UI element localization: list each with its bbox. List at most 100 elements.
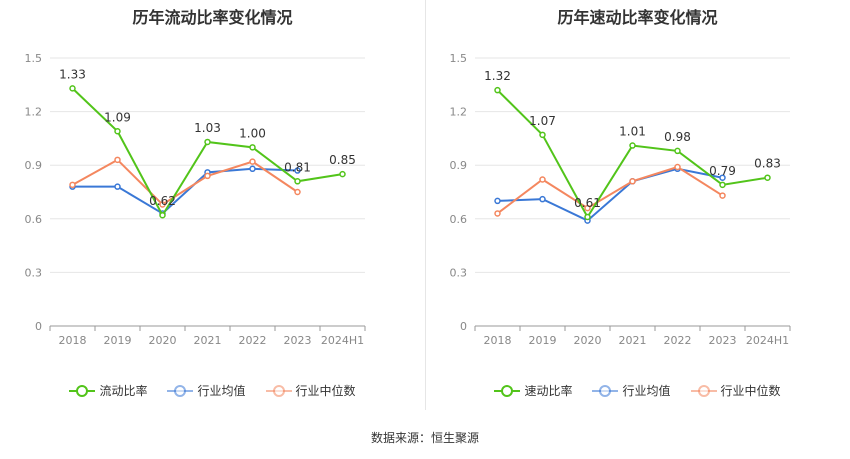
x-tick-label: 2018 [59,334,87,347]
x-tick-label: 2020 [574,334,602,347]
y-tick-label: 0.9 [450,159,468,172]
data-point [114,128,121,135]
y-tick-label: 0.6 [25,213,43,226]
legend-item[interactable]: 行业均值 [167,382,246,399]
data-label: 1.09 [104,110,131,124]
current-ratio-panel: 历年流动比率变化情况 0 0.3 0.6 0.9 1.2 1.5 2018 2019 2020 2… [0,0,425,420]
data-label: 0.62 [149,194,176,208]
data-point [584,213,591,221]
legend-swatch-marker [174,384,187,397]
current-ratio-chart: 0 0.3 0.6 0.9 1.2 1.5 2018 2019 2020 2021 2022 2023… [25,52,366,347]
data-point [584,204,591,212]
legend-item[interactable]: 流动比率 [69,382,147,399]
data-point [249,144,256,151]
legend-swatch-icon [592,384,619,397]
data-point [539,195,546,203]
series-line [496,165,724,215]
x-tick-label: 2019 [104,334,132,347]
chart-legend: 速动比率 行业均值 行业中位数 [425,382,850,399]
data-point [719,192,726,199]
data-point [339,170,346,178]
data-label: 0.81 [284,160,311,174]
legend-swatch-marker [697,384,710,397]
x-tick-label: 2023 [709,334,737,347]
legend-label: 行业均值 [622,384,671,398]
quick-ratio-chart: 0 0.3 0.6 0.9 1.2 1.5 2018 2019 2020 2021 2022 2023… [450,52,791,347]
y-tick-label: 1.5 [450,52,468,65]
legend-swatch-icon [265,384,292,397]
x-tick-label: 2021 [619,334,647,347]
series-line [71,87,343,218]
legend-item[interactable]: 速动比率 [494,382,572,399]
legend-item[interactable]: 行业中位数 [690,382,781,399]
data-point [719,174,726,181]
legend-swatch-icon [167,384,194,397]
x-tick-label: 2021 [194,334,222,347]
legend-label: 速动比率 [524,384,573,398]
legend-swatch-marker [501,384,514,397]
data-source-note: 数据来源：恒生聚源 [370,431,479,445]
data-label: 0.98 [664,130,691,144]
series-line [496,89,768,219]
data-point [114,156,121,164]
legend-label: 行业中位数 [295,384,356,398]
data-label: 1.07 [529,114,556,128]
x-tick-label: 2022 [664,334,692,347]
data-label: 1.33 [59,67,86,81]
x-tick-label: 2024H1 [746,334,789,347]
data-point [204,172,211,180]
series-line [72,167,298,215]
x-tick-label: 2019 [529,334,557,347]
series-line [497,167,723,222]
data-label: 1.03 [194,121,221,135]
data-label: 1.32 [484,69,511,83]
data-point [494,197,501,205]
panel-divider [425,0,426,410]
data-point [764,174,771,181]
data-point [629,142,636,149]
legend-label: 流动比率 [99,384,148,398]
data-label: 0.85 [329,153,356,167]
x-tick-label: 2018 [484,334,512,347]
data-point [719,181,726,189]
x-tick-label: 2023 [284,334,312,347]
legend-swatch-marker [76,384,89,397]
data-point [249,158,256,165]
data-point [674,147,681,155]
y-tick-label: 0 [460,320,467,333]
data-point [674,163,681,171]
data-point [494,210,501,217]
y-tick-label: 0.9 [25,159,43,172]
data-label: 1.01 [619,125,646,139]
legend-swatch-marker [272,384,285,397]
data-label: 0.83 [754,157,781,171]
data-point [494,86,501,94]
data-point [204,138,211,146]
data-point [69,85,76,92]
data-point [294,178,301,185]
data-point [294,167,301,174]
y-tick-label: 0.3 [450,266,468,279]
chart-legend: 流动比率 行业均值 行业中位数 [0,382,425,399]
y-tick-label: 1.5 [25,52,43,65]
quick-ratio-panel: 历年速动比率变化情况 0 0.3 0.6 0.9 1.2 1.5 2018 2019 2020 2… [425,0,850,420]
legend-swatch-icon [69,384,96,397]
x-tick-label: 2020 [149,334,177,347]
legend-item[interactable]: 行业均值 [592,382,671,399]
legend-swatch-marker [599,384,612,397]
data-label: 0.79 [709,164,736,178]
data-label: 0.61 [574,196,601,210]
data-point [539,131,546,139]
legend-item[interactable]: 行业中位数 [265,382,356,399]
data-point [69,181,76,189]
y-tick-label: 0.3 [25,266,43,279]
data-point [159,201,166,208]
y-tick-label: 1.2 [25,106,43,119]
chart-title: 历年速动比率变化情况 [557,8,718,27]
y-tick-label: 0 [35,320,42,333]
y-tick-label: 0.6 [450,213,468,226]
legend-label: 行业中位数 [720,384,781,398]
data-label: 1.00 [239,126,266,140]
data-point [159,211,166,219]
data-point [249,165,256,173]
